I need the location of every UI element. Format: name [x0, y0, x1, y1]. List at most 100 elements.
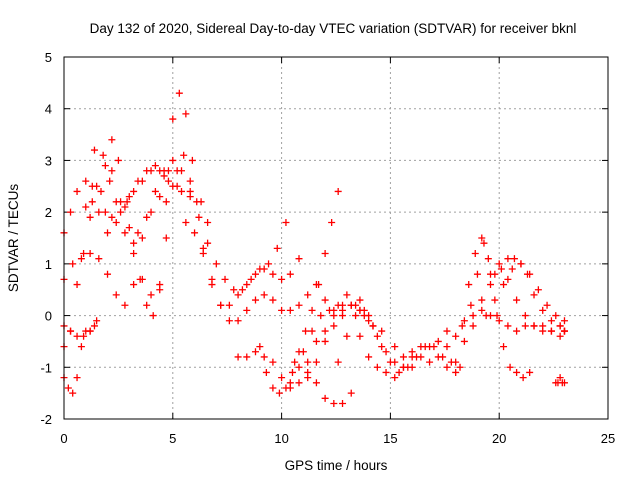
data-point: [302, 327, 310, 335]
data-point: [90, 146, 98, 154]
data-point: [193, 198, 201, 206]
x-tick-label: 5: [169, 431, 176, 446]
data-point: [339, 399, 347, 407]
data-point: [399, 363, 407, 371]
data-point: [199, 244, 207, 252]
data-point: [467, 301, 475, 309]
data-point: [156, 286, 164, 294]
data-point: [134, 229, 142, 237]
data-point: [373, 332, 381, 340]
data-point: [486, 270, 494, 278]
data-point: [67, 327, 75, 335]
data-point: [251, 270, 259, 278]
data-point: [204, 239, 212, 247]
data-point: [556, 374, 564, 382]
data-point: [465, 281, 473, 289]
data-point: [225, 301, 233, 309]
y-tick-label: 3: [45, 153, 52, 168]
data-point: [208, 275, 216, 283]
data-point: [86, 213, 94, 221]
data-point: [343, 332, 351, 340]
data-point: [251, 348, 259, 356]
data-point: [82, 203, 90, 211]
data-point: [73, 187, 81, 195]
data-point: [343, 291, 351, 299]
data-point: [347, 301, 355, 309]
data-point: [417, 353, 425, 361]
data-point: [256, 343, 264, 351]
data-point: [90, 322, 98, 330]
data-point: [395, 368, 403, 376]
data-point: [114, 156, 122, 164]
data-point: [86, 250, 94, 258]
data-point: [556, 332, 564, 340]
data-point: [312, 337, 320, 345]
series-arc-02: [60, 151, 201, 309]
data-point: [325, 306, 333, 314]
data-point: [356, 332, 364, 340]
data-point: [484, 255, 492, 263]
data-point: [426, 358, 434, 366]
data-point: [469, 322, 477, 330]
data-point: [510, 255, 518, 263]
axis-ticks: 0 5 10 15 20 25 -2 -1 0 1 2 3 4 5: [40, 50, 615, 446]
data-point: [143, 213, 151, 221]
data-point: [443, 363, 451, 371]
data-point: [328, 218, 336, 226]
data-point: [286, 306, 294, 314]
series-arc-20: [469, 260, 568, 340]
series-arc-10: [234, 296, 364, 387]
data-point: [330, 312, 338, 320]
data-point: [456, 363, 464, 371]
data-point: [149, 312, 157, 320]
data-point: [417, 343, 425, 351]
series-arc-22: [552, 374, 568, 387]
data-point: [282, 218, 290, 226]
data-point: [521, 312, 529, 320]
series-arc-01: [60, 89, 212, 299]
data-point: [382, 348, 390, 356]
data-point: [469, 312, 477, 320]
data-point: [334, 187, 342, 195]
data-point: [504, 275, 512, 283]
data-point: [204, 218, 212, 226]
data-point: [130, 239, 138, 247]
data-point: [234, 291, 242, 299]
data-point: [295, 379, 303, 387]
data-point: [304, 291, 312, 299]
data-point: [108, 213, 116, 221]
data-point: [304, 358, 312, 366]
data-point: [269, 270, 277, 278]
data-point: [360, 306, 368, 314]
data-point: [234, 353, 242, 361]
data-point: [265, 260, 273, 268]
y-tick-label: 0: [45, 309, 52, 324]
data-point: [458, 322, 466, 330]
data-point: [162, 234, 170, 242]
data-point: [504, 255, 512, 263]
data-point: [347, 389, 355, 397]
data-point: [175, 89, 183, 97]
data-point: [286, 270, 294, 278]
data-point: [97, 187, 105, 195]
data-point: [182, 218, 190, 226]
data-point: [186, 177, 194, 185]
data-point: [288, 368, 296, 376]
data-point: [104, 229, 112, 237]
data-point: [443, 343, 451, 351]
data-point: [539, 327, 547, 335]
data-point: [560, 327, 568, 335]
data-point: [330, 399, 338, 407]
data-point: [295, 301, 303, 309]
data-point: [291, 358, 299, 366]
data-point: [547, 327, 555, 335]
data-point: [486, 281, 494, 289]
data-point: [93, 182, 101, 190]
data-point: [521, 322, 529, 330]
y-tick-label: 4: [45, 102, 52, 117]
data-point: [178, 187, 186, 195]
data-point: [317, 312, 325, 320]
data-point: [312, 379, 320, 387]
data-point: [136, 275, 144, 283]
data-point: [217, 301, 225, 309]
